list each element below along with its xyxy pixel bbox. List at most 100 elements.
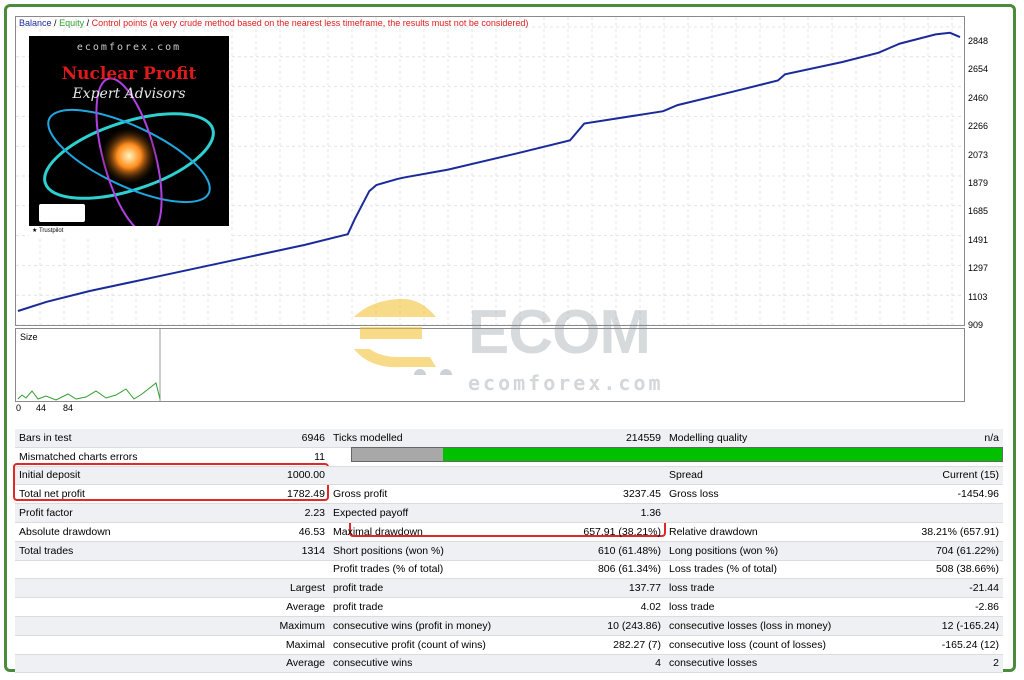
- stats-cell: 508 (38.66%): [865, 560, 1003, 580]
- stats-row: Bars in test 6946 Ticks modelled 214559 Mode…: [15, 429, 1003, 448]
- ad-subtitle: Expert Advisors: [72, 86, 186, 102]
- stats-cell: 1.36: [519, 503, 665, 523]
- stats-cell: 806 (61.34%): [519, 560, 665, 580]
- stats-cell: profit trade: [329, 578, 519, 599]
- stats-cell: n/a: [865, 429, 1003, 448]
- stats-row: Largest profit trade 137.77 loss trade -21.4…: [15, 578, 1003, 599]
- stats-cell: [15, 635, 181, 655]
- stats-row: Profit trades (% of total) 806 (61.34%) Lo…: [15, 560, 1003, 580]
- y-tick-label: 1685: [968, 206, 989, 217]
- y-tick-label: 909: [968, 320, 984, 330]
- y-tick-label: 1491: [968, 234, 989, 245]
- stats-cell: 38.21% (657.91): [865, 522, 1003, 542]
- stats-cell: 610 (61.48%): [519, 541, 665, 561]
- y-tick-label: 2073: [968, 149, 989, 160]
- stats-cell: consecutive wins: [329, 654, 519, 674]
- stats-cell: Long positions (won %): [665, 541, 865, 561]
- stats-cell: loss trade: [665, 597, 865, 617]
- stats-row: Average consecutive wins 4 consecutive loss…: [15, 654, 1003, 674]
- chart-legend: Balance / Equity / Control points (a ver…: [19, 18, 528, 28]
- stats-cell: Expected payoff: [329, 503, 519, 523]
- legend-control-points: Control points (a very crude method base…: [91, 18, 529, 28]
- stats-row: Maximum consecutive wins (profit in money…: [15, 616, 1003, 636]
- stats-cell: Ticks modelled: [329, 429, 519, 448]
- stats-cell: consecutive losses: [665, 654, 865, 674]
- stats-cell: Maximum: [181, 616, 329, 636]
- stats-cell: [329, 466, 519, 486]
- stats-cell: Mismatched charts errors: [15, 447, 181, 467]
- stats-cell: -165.24 (12): [865, 635, 1003, 655]
- size-chart: [15, 328, 965, 402]
- stats-cell: [15, 578, 181, 599]
- stats-cell: 2.23: [181, 503, 329, 523]
- ecom-logo: [39, 204, 85, 222]
- stats-cell: 137.77: [519, 578, 665, 599]
- trustpilot-label: ★ Trustpilot: [32, 228, 64, 234]
- stats-cell: -1454.96: [865, 484, 1003, 505]
- y-tick-label: 2266: [968, 121, 989, 132]
- stats-row: Profit factor 2.23 Expected payoff 1.36: [15, 503, 1003, 523]
- atom-graphic: [43, 77, 215, 226]
- y-tick-label: 2654: [968, 64, 989, 75]
- stats-table: Bars in test 6946 Ticks modelled 214559 Mode…: [15, 429, 1003, 674]
- stats-cell: [15, 560, 181, 580]
- stats-cell: [519, 466, 665, 486]
- stats-cell: 1314: [181, 541, 329, 561]
- stats-cell: [15, 654, 181, 674]
- stats-row: Average profit trade 4.02 loss trade -2.86: [15, 597, 1003, 617]
- legend-balance: Balance: [19, 18, 52, 28]
- y-tick-label: 1297: [968, 263, 989, 274]
- stats-cell: 657.91 (38.21%): [519, 522, 665, 542]
- stats-cell: [181, 560, 329, 580]
- stats-row: Total net profit 1782.49 Gross profit 3237.…: [15, 484, 1003, 505]
- x-axis: 0 44 84: [15, 403, 965, 417]
- stats-cell: [865, 503, 1003, 523]
- stats-cell: Modelling quality: [665, 429, 865, 448]
- stats-cell: Total trades: [15, 541, 181, 561]
- stats-cell: Loss trades (% of total): [665, 560, 865, 580]
- y-tick-label: 1879: [968, 178, 989, 188]
- stats-cell: 6946: [181, 429, 329, 448]
- x-tick-label: 44: [36, 403, 47, 413]
- stats-cell: [665, 503, 865, 523]
- stats-cell: Gross profit: [329, 484, 519, 505]
- stats-row: Total trades 1314 Short positions (won %) 6…: [15, 541, 1003, 561]
- stats-cell: Average: [181, 597, 329, 617]
- stats-cell: Profit trades (% of total): [329, 560, 519, 580]
- y-axis: 2848 2654 2460 2266 2073 1879 1685 1491 1297 1103…: [968, 16, 1008, 330]
- stats-cell: Maximal drawdown: [329, 522, 519, 542]
- stats-cell: 704 (61.22%): [865, 541, 1003, 561]
- x-tick-label: 0: [16, 403, 22, 413]
- stats-cell: consecutive losses (loss in money): [665, 616, 865, 636]
- stats-cell: [15, 597, 181, 617]
- stats-cell: 1000.00: [181, 466, 329, 486]
- stats-cell: profit trade: [329, 597, 519, 617]
- stats-cell: 46.53: [181, 522, 329, 542]
- stats-row: Absolute drawdown 46.53 Maximal drawdown 65…: [15, 522, 1003, 542]
- stats-cell: 1782.49: [181, 484, 329, 505]
- stats-cell: Relative drawdown: [665, 522, 865, 542]
- stats-row: Initial deposit 1000.00 Spread Current (15): [15, 466, 1003, 486]
- stats-cell: -2.86: [865, 597, 1003, 617]
- ad-site: ecomforex.com: [76, 42, 182, 53]
- y-tick-label: 1103: [968, 291, 988, 302]
- legend-separator-2: /: [86, 18, 90, 28]
- y-tick-label: 2848: [968, 36, 989, 46]
- stats-cell: 282.27 (7): [519, 635, 665, 655]
- stats-cell: Spread: [665, 466, 865, 486]
- stats-cell: Short positions (won %): [329, 541, 519, 561]
- y-tick-label: 2460: [968, 92, 989, 103]
- stats-cell: 4: [519, 654, 665, 674]
- stats-cell: loss trade: [665, 578, 865, 599]
- stats-cell: Absolute drawdown: [15, 522, 181, 542]
- stats-cell: 11: [181, 447, 329, 467]
- stats-cell: Average: [181, 654, 329, 674]
- ad-title: Nuclear Profit: [61, 64, 197, 84]
- stats-cell: Maximal: [181, 635, 329, 655]
- size-label: Size: [20, 332, 38, 342]
- stats-cell: -21.44: [865, 578, 1003, 599]
- stats-cell: 2: [865, 654, 1003, 674]
- modelling-quality-bar: [351, 447, 1003, 462]
- stats-cell: consecutive wins (profit in money): [329, 616, 519, 636]
- stats-cell: 3237.45: [519, 484, 665, 505]
